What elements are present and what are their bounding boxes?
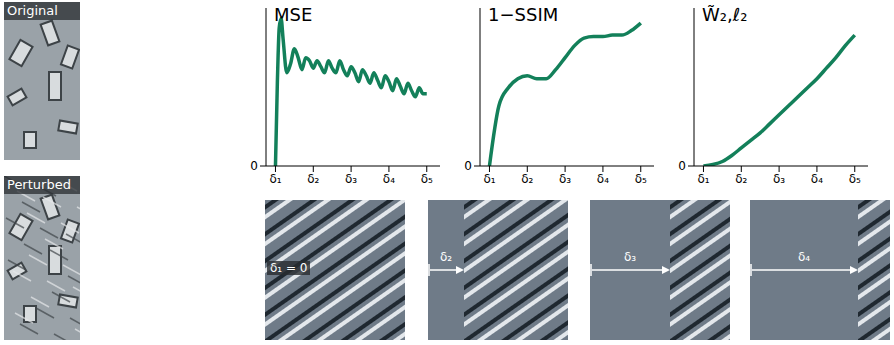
html-text:δ₁ = 0: δ₁ = 0: [270, 261, 308, 275]
svg-text:δ₃: δ₃: [345, 172, 357, 186]
svg-text:δ₅: δ₅: [421, 172, 433, 186]
svg-text:δ₁: δ₁: [269, 172, 281, 186]
svg-text:δ₂: δ₂: [521, 172, 533, 186]
svg-text:0: 0: [250, 159, 258, 173]
html-text:Perturbed: Perturbed: [7, 177, 71, 192]
html-text:MSE: MSE: [274, 4, 313, 25]
svg-text:δ₄: δ₄: [383, 172, 395, 186]
svg-text:0: 0: [464, 159, 472, 173]
svg-text:δ₃: δ₃: [559, 172, 571, 186]
svg-text:δ₄: δ₄: [811, 172, 823, 186]
svg-text:δ₁: δ₁: [697, 172, 709, 186]
svg-text:δ₂: δ₂: [307, 172, 319, 186]
html-text:δ₃: δ₃: [623, 250, 637, 264]
svg-text:δ₅: δ₅: [635, 172, 647, 186]
svg-text:δ₅: δ₅: [849, 172, 861, 186]
svg-text:δ₂: δ₂: [735, 172, 747, 186]
svg-text:0: 0: [678, 159, 686, 173]
html-text:Original: Original: [7, 3, 58, 18]
html-text:δ₄: δ₄: [797, 250, 811, 264]
svg-text:δ₁: δ₁: [483, 172, 495, 186]
svg-text:δ₃: δ₃: [773, 172, 785, 186]
svg-text:δ₄: δ₄: [597, 172, 609, 186]
html-text:W̃₂,ℓ₂: W̃₂,ℓ₂: [702, 4, 748, 25]
html-text:1−SSIM: 1−SSIM: [488, 4, 559, 25]
html-text:δ₂: δ₂: [439, 250, 453, 264]
